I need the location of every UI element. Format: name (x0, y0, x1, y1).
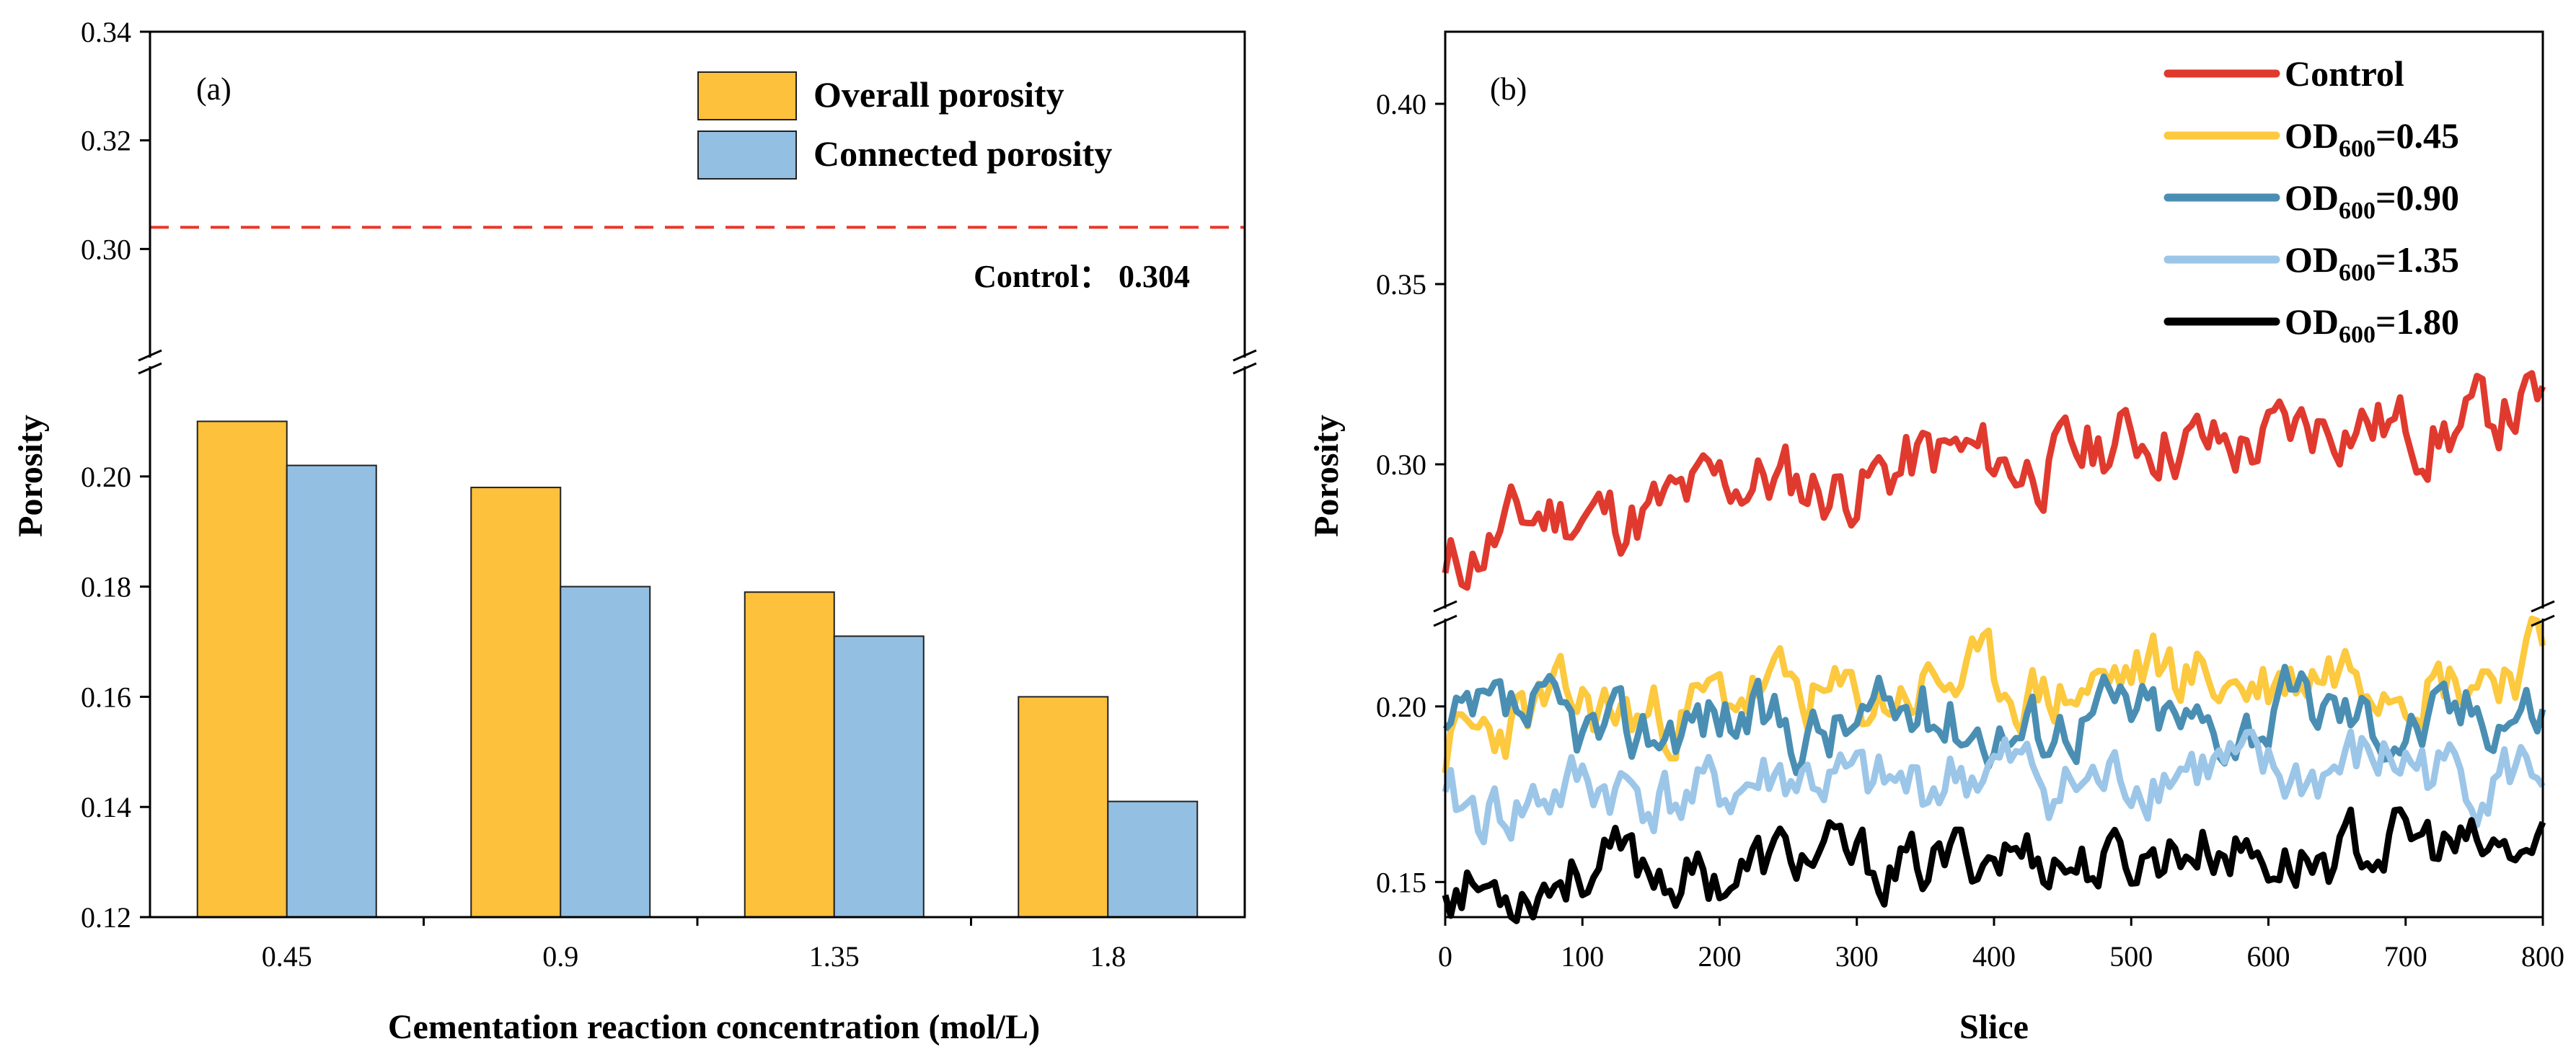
panel-a-bar-chart: Control： 0.304 0.12 0.14 0.16 0.18 0.20 0.30 0… (12, 16, 1257, 1046)
x-tick-label: 1.35 (809, 940, 860, 973)
y-tick-label: 0.32 (81, 125, 131, 157)
legend-label: Connected porosity (813, 133, 1112, 174)
y-tick-label: 0.30 (1376, 448, 1426, 481)
bar-connected-1.8 (1107, 800, 1199, 919)
x-axis-label-b: Slice (1959, 1008, 2029, 1046)
y-tick-label: 0.18 (81, 571, 131, 603)
x-tick-label: 400 (1972, 940, 2016, 973)
legend-swatch (697, 71, 797, 120)
x-tick-label: 1.8 (1090, 940, 1126, 973)
x-tick-label: 0 (1438, 940, 1452, 973)
axis-break-mark (2531, 614, 2555, 627)
axis-break-mark (1232, 362, 1257, 375)
control-reference: Control： 0.304 (150, 226, 1245, 294)
x-tick-label: 0.9 (542, 940, 578, 973)
x-tick-label: 600 (2247, 940, 2290, 973)
axis-break-mark (138, 349, 162, 362)
axis-break-mark (1433, 614, 1457, 627)
y-tick-label: 0.20 (1376, 691, 1426, 723)
x-axis-label-a: Cementation reaction concentration (mol/… (388, 1008, 1040, 1046)
y-axis-label-a: Porosity (12, 415, 50, 537)
series-line-od-1-35 (1442, 728, 2546, 846)
axis-frame-upper (1444, 30, 2544, 609)
y-tick-label: 0.34 (81, 16, 131, 48)
x-tick-label: 700 (2384, 940, 2427, 973)
legend-label: Control (2285, 53, 2404, 94)
legend-swatch (697, 131, 797, 180)
y-tick-label: 0.14 (81, 791, 131, 823)
bar-overall-1.35 (744, 591, 835, 918)
x-tick-label: 100 (1561, 940, 1604, 973)
legend-label: OD600=0.45 (2285, 115, 2459, 162)
y-tick-label: 0.15 (1376, 866, 1426, 898)
x-tick-label: 0.45 (262, 940, 312, 973)
y-tick-label: 0.40 (1376, 88, 1426, 120)
series-line-od-0-45 (1442, 615, 2546, 774)
bar-connected-1.35 (833, 635, 925, 918)
bar-overall-1.8 (1018, 696, 1109, 919)
bar-overall-0.9 (470, 487, 562, 918)
bar-connected-0.45 (286, 464, 377, 918)
y-tick-label: 0.20 (81, 461, 131, 493)
y-tick-label: 0.35 (1376, 268, 1426, 301)
y-tick-label: 0.12 (81, 901, 131, 934)
bar-connected-0.9 (560, 585, 651, 918)
legend-label: OD600=0.90 (2285, 177, 2459, 224)
axis-break-mark (1433, 600, 1457, 613)
axis-break-mark (2531, 600, 2555, 613)
y-tick-label: 0.30 (81, 233, 131, 265)
panel-a-label: (a) (196, 71, 231, 107)
series-line-control (1442, 370, 2546, 591)
series-line-od-1-80 (1442, 806, 2546, 924)
y-axis-label-b: Porosity (1307, 415, 1346, 537)
legend-b: Control OD600=0.45 OD600=0.90 OD600=1.35 OD6… (2163, 53, 2459, 348)
panel-b-line-chart: 0.15 0.20 0.30 0.35 0.40 0 100 200 300 400 500 600… (1307, 30, 2564, 1046)
x-tick-label: 200 (1698, 940, 1742, 973)
x-tick-label: 300 (1835, 940, 1879, 973)
y-tick-label: 0.16 (81, 681, 131, 713)
axis-frame-upper (149, 30, 1246, 358)
control-annotation: Control： 0.304 (974, 259, 1190, 294)
legend-label: Overall porosity (813, 74, 1064, 115)
axis-break-mark (1232, 349, 1257, 362)
legend-label: OD600=1.35 (2285, 239, 2459, 286)
legend-label: OD600=1.80 (2285, 301, 2459, 348)
panel-b-label: (b) (1490, 71, 1527, 107)
bar-overall-0.45 (196, 420, 288, 918)
axis-break-mark (138, 362, 162, 375)
x-tick-label: 800 (2521, 940, 2564, 973)
x-tick-label: 500 (2109, 940, 2153, 973)
legend-a: Overall porosity Connected porosity (697, 71, 1112, 180)
